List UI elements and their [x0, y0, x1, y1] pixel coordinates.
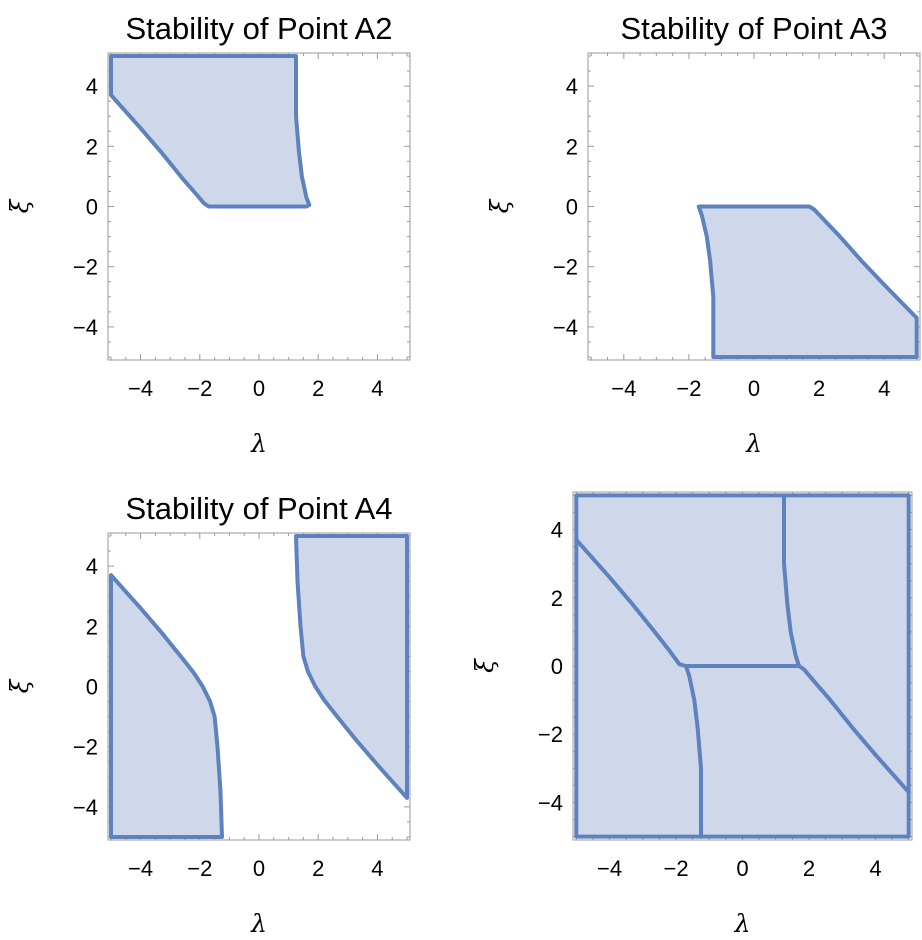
y-tick-label: −2 [553, 255, 578, 280]
x-tick-label: −4 [128, 856, 153, 881]
y-tick-label: 2 [86, 614, 98, 639]
y-tick-label: −4 [73, 315, 98, 340]
y-tick-label: 2 [566, 134, 578, 159]
y-tick-label: −2 [73, 255, 98, 280]
x-tick-label: 0 [748, 376, 760, 401]
y-axis-label: ξ [485, 198, 514, 213]
x-tick-label: −2 [676, 376, 701, 401]
x-tick-label: 2 [803, 856, 815, 881]
x-tick-label: 4 [869, 856, 881, 881]
y-tick-label: 0 [566, 195, 578, 220]
chart-panel-4: −4 −2 0 2 4 −4 −2 0 2 4 λ ξ [470, 491, 913, 938]
y-axis-label: ξ [470, 658, 499, 673]
stability-region-1 [696, 204, 919, 359]
chart-title: Stability of Point A3 [620, 11, 887, 46]
boundary-curve-3 [782, 493, 801, 668]
chart-panel-1: −4 −2 0 2 4 −4 −2 0 2 4 λ ξ Stability of Point A2 [5, 11, 411, 458]
y-tick-label: 4 [86, 554, 98, 579]
x-tick-label: −4 [611, 376, 636, 401]
y-tick-label: −4 [553, 315, 578, 340]
boundary-curve-4 [684, 664, 703, 839]
stability-region-1 [109, 54, 312, 209]
x-tick-label: 0 [736, 856, 748, 881]
x-tick-label: 0 [253, 856, 265, 881]
x-tick-label: −4 [597, 856, 622, 881]
chart-panel-3: −4 −2 0 2 4 −4 −2 0 2 4 λ ξ Stability of Point A4 [5, 491, 411, 938]
x-tick-label: −4 [128, 376, 153, 401]
boundary-curve-5 [797, 664, 911, 795]
x-tick-label: −2 [663, 856, 688, 881]
y-tick-label: 2 [86, 134, 98, 159]
x-tick-label: 0 [253, 376, 265, 401]
x-tick-label: 4 [371, 856, 383, 881]
y-tick-label: 4 [86, 74, 98, 99]
chart-panel-2: −4 −2 0 2 4 −4 −2 0 2 4 λ ξ Stability of Point A3 [485, 11, 921, 458]
x-tick-label: 2 [312, 376, 324, 401]
x-tick-label: 4 [371, 376, 383, 401]
y-tick-label: −2 [73, 735, 98, 760]
y-axis-label: ξ [5, 198, 34, 213]
x-axis-label: λ [250, 429, 267, 458]
x-tick-label: 4 [878, 376, 890, 401]
stability-region-1 [109, 573, 224, 839]
x-axis-label: λ [745, 429, 762, 458]
y-tick-label: 0 [86, 675, 98, 700]
y-tick-label: 4 [551, 518, 563, 543]
y-tick-label: 0 [86, 195, 98, 220]
y-tick-label: −4 [538, 790, 563, 815]
y-tick-label: −4 [73, 795, 98, 820]
x-tick-label: −2 [187, 376, 212, 401]
x-tick-label: −2 [187, 856, 212, 881]
y-tick-label: −2 [538, 722, 563, 747]
chart-title: Stability of Point A4 [125, 491, 392, 526]
x-axis-label: λ [734, 909, 751, 938]
y-tick-label: 2 [551, 586, 563, 611]
x-tick-label: 2 [312, 856, 324, 881]
y-axis-label: ξ [5, 678, 34, 693]
stability-region-2 [294, 534, 409, 800]
y-tick-label: 0 [551, 654, 563, 679]
y-tick-label: 4 [566, 74, 578, 99]
chart-title: Stability of Point A2 [125, 11, 392, 46]
boundary-curve-1 [574, 537, 688, 668]
x-tick-label: 2 [813, 376, 825, 401]
x-axis-label: λ [250, 909, 267, 938]
